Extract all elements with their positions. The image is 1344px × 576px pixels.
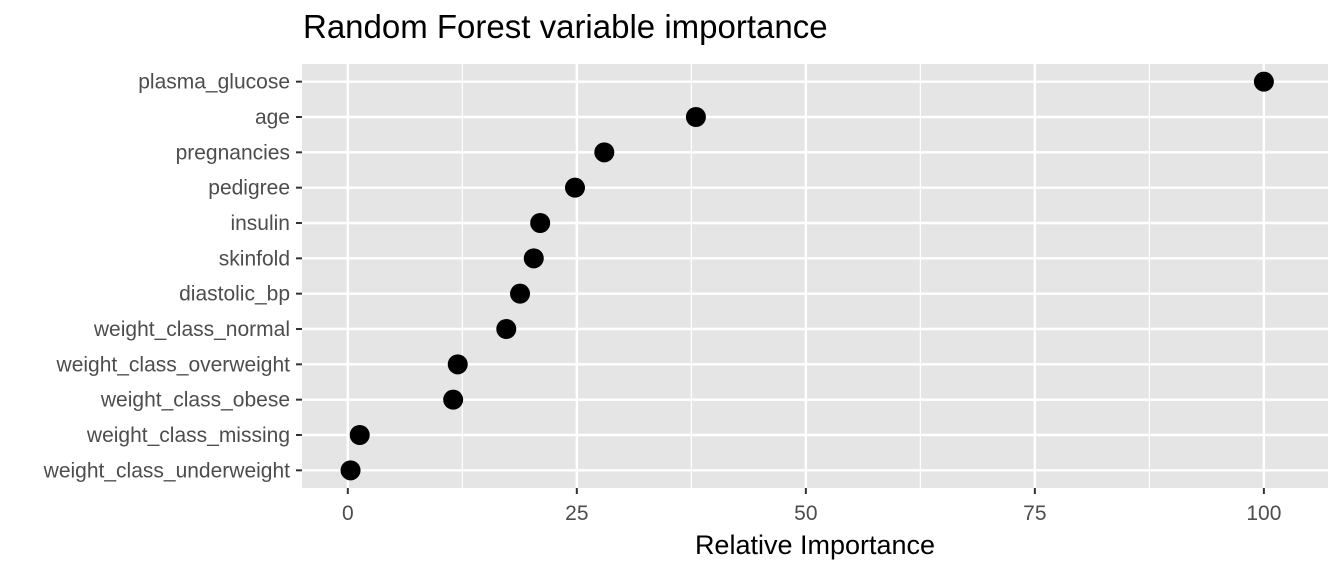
y-tick-label: weight_class_missing: [86, 424, 290, 447]
data-point: [594, 142, 615, 163]
y-tick-label: insulin: [230, 212, 290, 235]
y-tick-label: plasma_glucose: [138, 71, 290, 94]
y-tick-label: weight_class_obese: [100, 389, 290, 412]
data-point: [685, 107, 706, 127]
y-tick-label: pregnancies: [176, 141, 290, 164]
plot-panel: [302, 64, 1328, 488]
data-point: [530, 213, 551, 233]
x-tick-label: 100: [1246, 502, 1281, 525]
minor-gridlines-x: [461, 64, 1150, 488]
y-tick-label: age: [255, 106, 290, 129]
data-point: [443, 389, 464, 410]
x-axis-title: Relative Importance: [695, 530, 935, 560]
data-point: [523, 248, 544, 269]
data-point: [340, 460, 361, 481]
major-gridlines-y: [302, 80, 1328, 472]
x-tick-label: 25: [565, 502, 588, 525]
data-point: [447, 354, 468, 375]
data-point: [564, 177, 585, 198]
data-point: [349, 425, 370, 445]
x-tick-label: 75: [1023, 502, 1046, 525]
x-axis-ticks: 0 25 50 75 100: [342, 488, 1281, 525]
y-tick-label: pedigree: [208, 177, 290, 200]
y-tick-label: diastolic_bp: [179, 283, 290, 306]
data-point: [496, 319, 517, 339]
y-tick-label: weight_class_overweight: [56, 353, 291, 376]
major-gridlines-x: [346, 64, 1266, 488]
x-tick-label: 0: [342, 502, 354, 525]
y-tick-label: weight_class_underweight: [43, 459, 290, 482]
data-points: [340, 71, 1274, 481]
y-tick-label: weight_class_normal: [93, 318, 290, 341]
data-point: [510, 283, 531, 304]
data-point: [1253, 71, 1274, 92]
y-tick-label: skinfold: [219, 247, 290, 270]
chart-title: Random Forest variable importance: [303, 8, 828, 45]
x-tick-label: 50: [794, 502, 817, 525]
